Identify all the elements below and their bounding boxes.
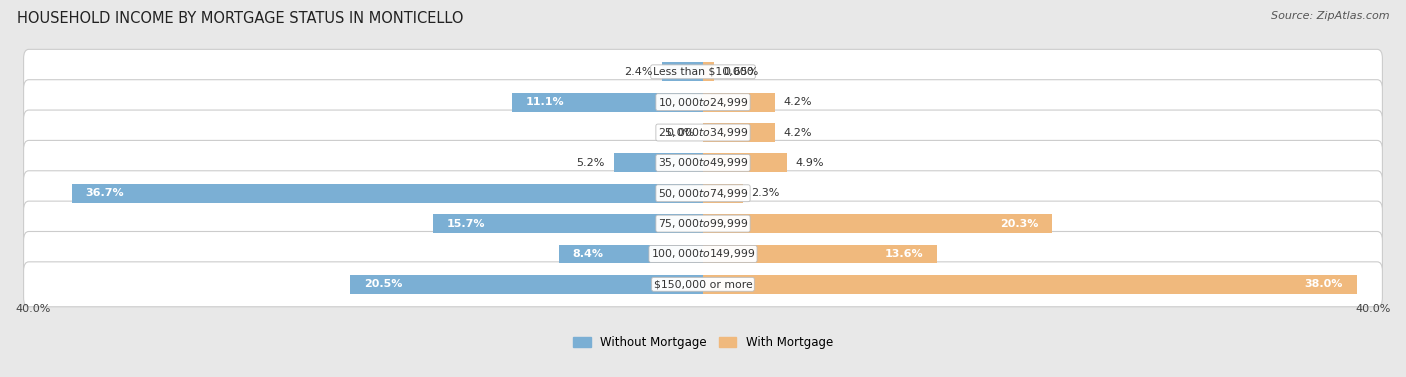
Text: 4.9%: 4.9%	[796, 158, 824, 168]
Text: Less than $10,000: Less than $10,000	[652, 67, 754, 77]
Text: 20.3%: 20.3%	[1000, 219, 1039, 228]
Text: 5.2%: 5.2%	[576, 158, 605, 168]
Text: 11.1%: 11.1%	[526, 97, 564, 107]
Bar	[72, 184, 703, 203]
Bar	[703, 245, 936, 264]
Bar	[703, 123, 775, 142]
Text: 40.0%: 40.0%	[1355, 304, 1391, 314]
Bar	[703, 214, 1052, 233]
Text: 38.0%: 38.0%	[1305, 279, 1343, 289]
Text: $50,000 to $74,999: $50,000 to $74,999	[658, 187, 748, 200]
Text: Source: ZipAtlas.com: Source: ZipAtlas.com	[1271, 11, 1389, 21]
Legend: Without Mortgage, With Mortgage: Without Mortgage, With Mortgage	[568, 331, 838, 354]
Text: $75,000 to $99,999: $75,000 to $99,999	[658, 217, 748, 230]
Text: $35,000 to $49,999: $35,000 to $49,999	[658, 156, 748, 169]
FancyBboxPatch shape	[24, 80, 1382, 125]
Bar	[433, 214, 703, 233]
Text: 2.3%: 2.3%	[751, 188, 779, 198]
Text: 0.0%: 0.0%	[666, 127, 695, 138]
Bar	[703, 93, 775, 112]
Bar	[613, 153, 703, 172]
Bar	[350, 275, 703, 294]
Text: $100,000 to $149,999: $100,000 to $149,999	[651, 247, 755, 261]
FancyBboxPatch shape	[24, 171, 1382, 216]
Text: 4.2%: 4.2%	[783, 127, 813, 138]
Text: 0.65%: 0.65%	[723, 67, 758, 77]
FancyBboxPatch shape	[24, 49, 1382, 94]
Text: 13.6%: 13.6%	[884, 249, 924, 259]
Text: HOUSEHOLD INCOME BY MORTGAGE STATUS IN MONTICELLO: HOUSEHOLD INCOME BY MORTGAGE STATUS IN M…	[17, 11, 464, 26]
Bar	[558, 245, 703, 264]
Text: 40.0%: 40.0%	[15, 304, 51, 314]
Bar	[703, 63, 714, 81]
Text: $150,000 or more: $150,000 or more	[654, 279, 752, 289]
Text: 8.4%: 8.4%	[572, 249, 603, 259]
Text: 2.4%: 2.4%	[624, 67, 654, 77]
Text: $25,000 to $34,999: $25,000 to $34,999	[658, 126, 748, 139]
Text: 15.7%: 15.7%	[447, 219, 485, 228]
FancyBboxPatch shape	[24, 262, 1382, 307]
Bar	[703, 275, 1357, 294]
Bar	[512, 93, 703, 112]
FancyBboxPatch shape	[24, 140, 1382, 185]
Text: 4.2%: 4.2%	[783, 97, 813, 107]
Text: 20.5%: 20.5%	[364, 279, 402, 289]
Text: 36.7%: 36.7%	[86, 188, 124, 198]
FancyBboxPatch shape	[24, 201, 1382, 246]
FancyBboxPatch shape	[24, 231, 1382, 276]
Bar	[703, 153, 787, 172]
Bar	[703, 184, 742, 203]
Bar	[662, 63, 703, 81]
FancyBboxPatch shape	[24, 110, 1382, 155]
Text: $10,000 to $24,999: $10,000 to $24,999	[658, 96, 748, 109]
